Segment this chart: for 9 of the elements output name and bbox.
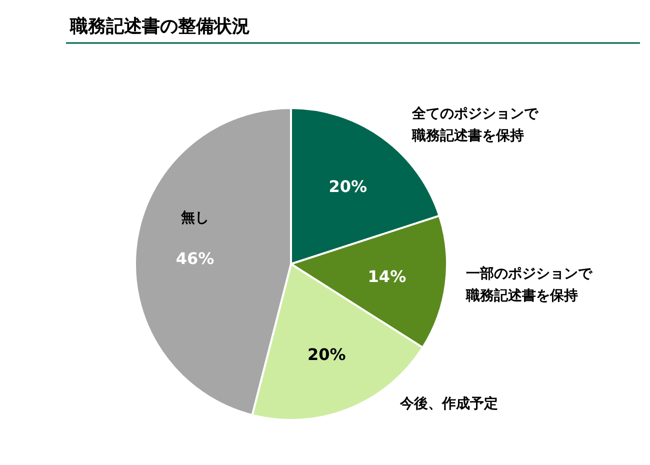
slice-label: 一部のポジションで職務記述書を保持: [465, 265, 593, 304]
slice-label: 無し: [180, 210, 210, 226]
slice-label: 今後、作成予定: [399, 395, 498, 412]
data-label: 20%: [307, 344, 346, 364]
data-label: 20%: [328, 176, 367, 196]
chart-title: 職務記述書の整備状況: [69, 16, 250, 37]
data-label: 14%: [368, 267, 406, 286]
slice-label: 全てのポジションで職務記述書を保持: [411, 106, 539, 144]
data-label: 46%: [176, 248, 214, 268]
